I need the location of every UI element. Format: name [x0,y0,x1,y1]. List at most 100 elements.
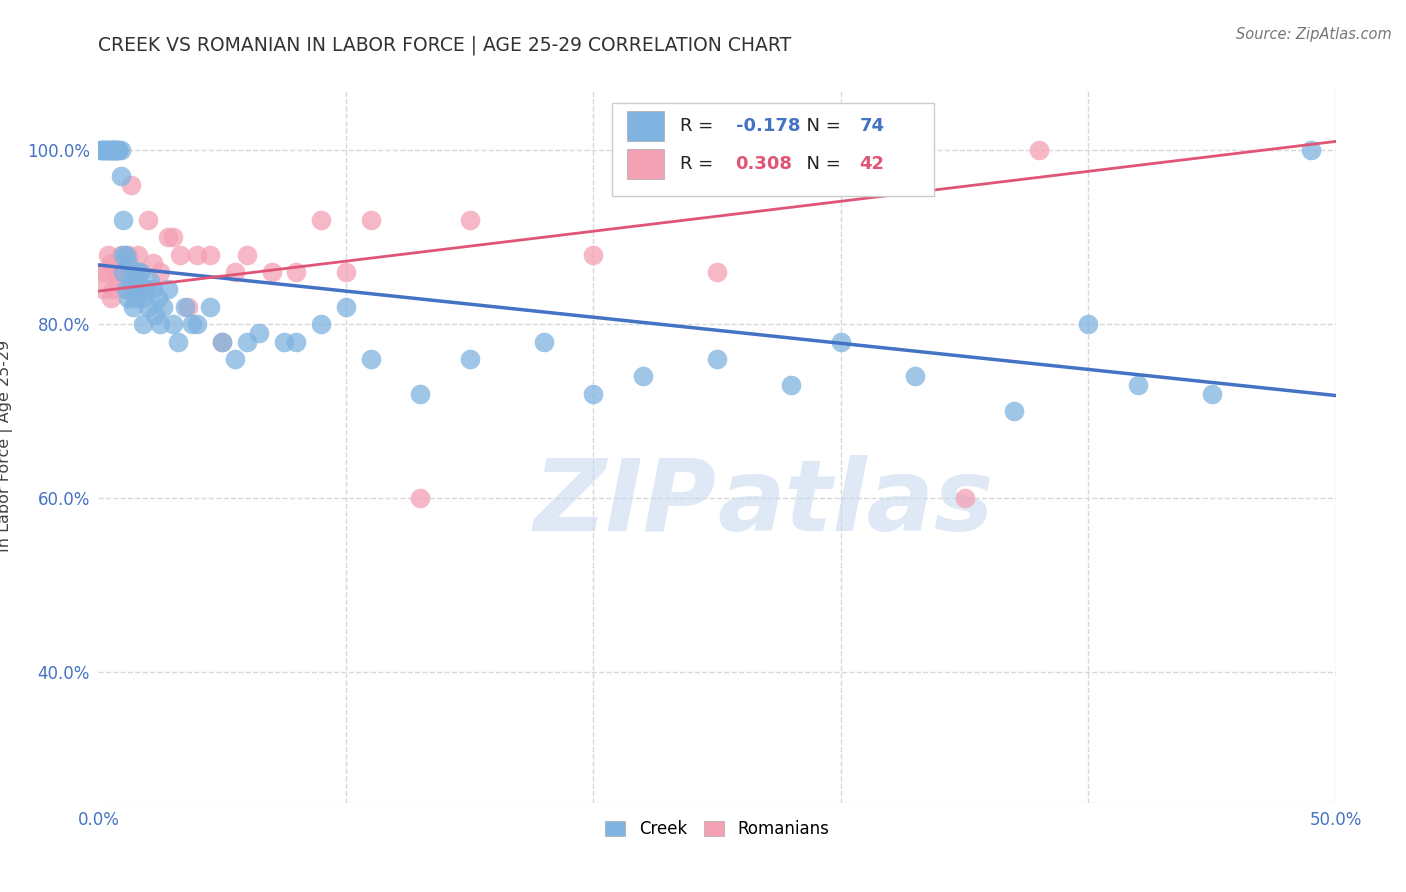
Point [174,300,197,314]
Point [149,317,172,331]
Point [142,256,165,270]
Text: 42: 42 [859,155,884,173]
Point [1299,143,1322,157]
Point [136,212,159,227]
Text: R =: R = [681,118,718,136]
Point [285,265,308,279]
Point [107,143,129,157]
Point [198,300,221,314]
Point [309,212,332,227]
Point [124,265,146,279]
Point [360,212,382,227]
Point [122,282,145,296]
Point [117,247,139,261]
Text: -0.178: -0.178 [735,118,800,136]
Point [582,386,605,401]
Point [104,143,127,157]
Y-axis label: In Labor Force | Age 25-29: In Labor Force | Age 25-29 [0,340,13,552]
Point [335,265,357,279]
Point [149,265,172,279]
Point [127,274,149,288]
Point [186,317,208,331]
Point [94,265,117,279]
Point [100,143,122,157]
Point [458,351,481,366]
Point [152,300,174,314]
Text: 74: 74 [859,118,884,136]
Point [273,334,295,349]
Point [93,143,115,157]
Point [114,282,136,296]
FancyBboxPatch shape [627,112,664,141]
Point [117,291,139,305]
Point [409,386,432,401]
Point [211,334,233,349]
Point [127,247,149,261]
Text: R =: R = [681,155,718,173]
Point [124,265,146,279]
Point [706,351,728,366]
Legend: Creek, Romanians: Creek, Romanians [599,814,835,845]
Point [953,491,976,506]
Point [176,300,198,314]
Point [360,351,382,366]
Point [156,282,179,296]
Point [103,282,125,296]
Point [129,265,152,279]
Point [124,291,146,305]
Point [112,265,135,279]
Point [1077,317,1099,331]
Point [107,274,129,288]
Point [186,247,208,261]
Text: atlas: atlas [717,455,994,551]
Point [90,265,112,279]
Point [143,309,166,323]
FancyBboxPatch shape [612,103,934,196]
Text: N =: N = [794,118,846,136]
Point [100,143,122,157]
Point [117,256,139,270]
Point [103,143,125,157]
Point [107,143,129,157]
Point [132,317,155,331]
Text: 0.308: 0.308 [735,155,793,173]
Point [236,247,259,261]
Point [224,265,246,279]
Point [90,143,112,157]
Point [104,265,127,279]
Point [112,265,135,279]
Point [110,169,132,184]
Point [120,274,142,288]
Point [104,143,127,157]
Point [97,143,120,157]
Point [169,247,191,261]
Point [97,247,120,261]
Text: ZIP: ZIP [534,455,717,551]
Point [260,265,283,279]
Point [112,212,135,227]
Point [100,143,122,157]
Point [780,378,803,392]
Point [100,256,122,270]
Point [97,143,120,157]
Point [706,265,728,279]
Point [94,143,117,157]
Point [236,334,259,349]
Point [139,274,162,288]
Point [247,326,270,340]
Point [94,143,117,157]
Point [211,334,233,349]
Point [198,247,221,261]
Text: Source: ZipAtlas.com: Source: ZipAtlas.com [1236,27,1392,42]
Point [224,351,246,366]
Point [904,369,927,384]
Point [93,143,115,157]
Text: N =: N = [794,155,846,173]
Point [162,230,184,244]
Text: CREEK VS ROMANIAN IN LABOR FORCE | AGE 25-29 CORRELATION CHART: CREEK VS ROMANIAN IN LABOR FORCE | AGE 2… [98,36,792,55]
Point [104,143,127,157]
Point [162,317,184,331]
Point [181,317,204,331]
Point [103,143,125,157]
Point [110,143,132,157]
